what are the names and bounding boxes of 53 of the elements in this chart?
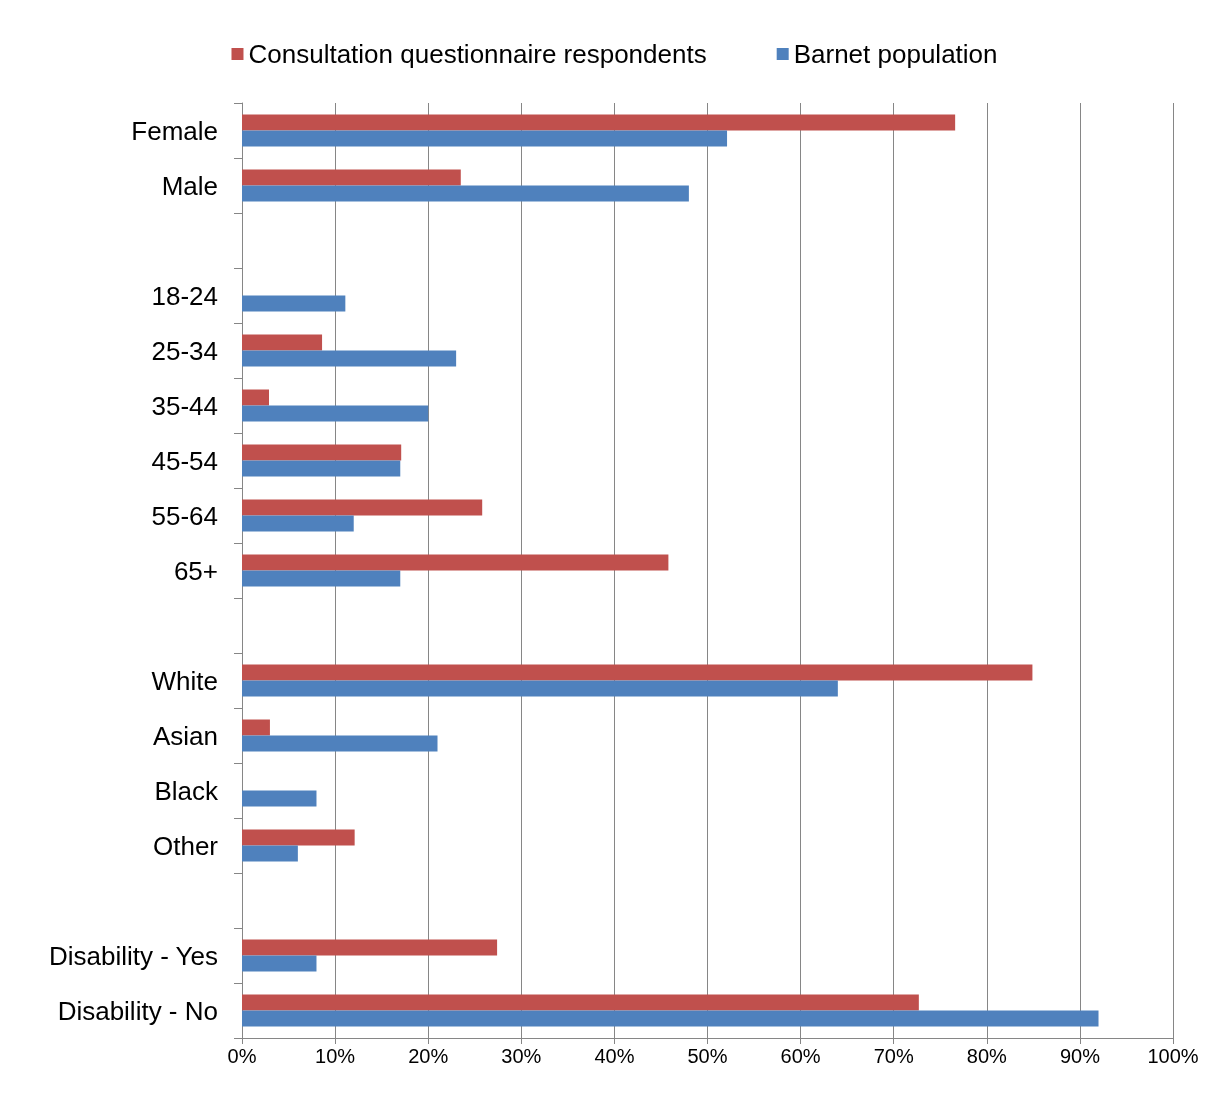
bar xyxy=(242,570,401,587)
y-tick-label: White xyxy=(151,665,218,696)
bar xyxy=(242,350,457,367)
bar xyxy=(242,790,317,807)
bar xyxy=(242,169,461,186)
bar xyxy=(242,680,838,697)
x-tick-label: 70% xyxy=(873,1045,914,1067)
bar xyxy=(242,185,689,202)
x-tick-label: 100% xyxy=(1147,1045,1199,1067)
y-tick-label: 65+ xyxy=(173,555,218,586)
bar xyxy=(242,460,401,477)
x-tick-label: 50% xyxy=(687,1045,728,1067)
x-tick-label: 60% xyxy=(780,1045,821,1067)
bar xyxy=(242,444,402,461)
y-tick-label: 25-34 xyxy=(151,335,218,366)
y-tick-label: Other xyxy=(152,830,219,861)
bar xyxy=(242,1010,1099,1027)
y-tick-label: Female xyxy=(131,115,218,146)
bar xyxy=(242,939,498,956)
bar xyxy=(242,515,354,532)
bar xyxy=(242,719,270,736)
y-tick-label: 55-64 xyxy=(151,500,218,531)
y-tick-label: 35-44 xyxy=(151,390,218,421)
bar xyxy=(242,955,317,972)
bar xyxy=(242,499,483,516)
x-tick-label: 40% xyxy=(594,1045,635,1067)
bar xyxy=(242,994,919,1011)
bar xyxy=(242,130,728,147)
legend-label: Barnet population xyxy=(793,39,998,69)
y-tick-label: Male xyxy=(161,170,218,201)
x-tick-label: 0% xyxy=(227,1045,257,1067)
bar xyxy=(242,845,298,862)
x-tick-label: 80% xyxy=(966,1045,1008,1067)
y-tick-label: Disability - Yes xyxy=(48,940,218,971)
bar xyxy=(242,829,355,846)
bar xyxy=(242,389,269,406)
y-tick-label: Black xyxy=(154,775,219,806)
bar xyxy=(242,735,438,752)
bar xyxy=(242,334,323,351)
x-tick-label: 30% xyxy=(501,1045,542,1067)
bar xyxy=(242,295,346,312)
y-tick-label: 18-24 xyxy=(151,280,218,311)
x-tick-label: 10% xyxy=(315,1045,356,1067)
bar xyxy=(242,405,429,422)
y-tick-label: Disability - No xyxy=(57,995,218,1026)
x-tick-label: 90% xyxy=(1059,1045,1101,1067)
x-tick-label: 20% xyxy=(408,1045,449,1067)
y-tick-label: Asian xyxy=(152,720,218,751)
legend-label: Consultation questionnaire respondents xyxy=(248,39,707,69)
bar xyxy=(242,554,669,571)
y-tick-label: 45-54 xyxy=(151,445,218,476)
bar xyxy=(242,664,1033,681)
bar xyxy=(242,114,956,131)
